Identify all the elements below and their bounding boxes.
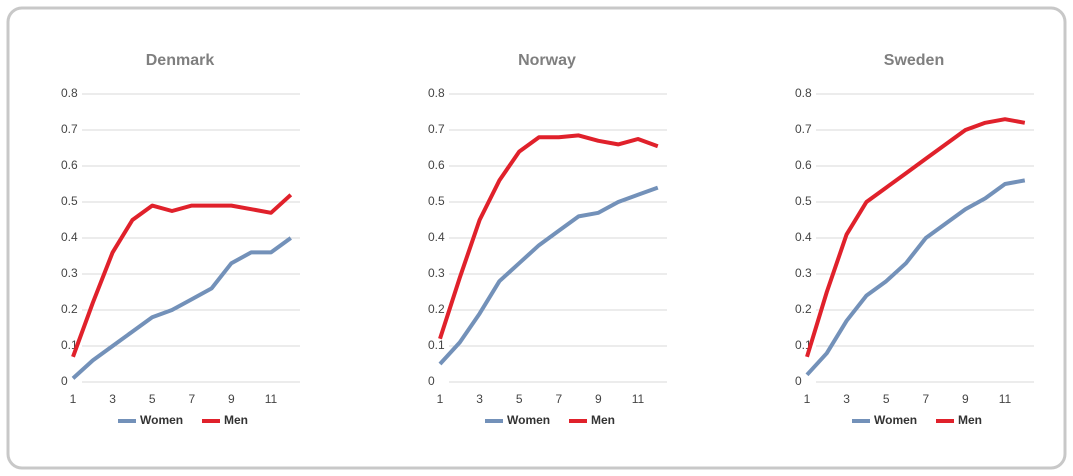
y-tick-label: 0.3 — [61, 266, 78, 280]
y-tick-label: 0.4 — [61, 230, 78, 244]
y-tick-label: 0.4 — [428, 230, 445, 244]
data-line — [71, 236, 292, 380]
y-tick-label: 0 — [795, 374, 802, 388]
y-tick-label: 0.2 — [428, 302, 445, 316]
y-tick-label: 0.8 — [61, 86, 78, 100]
legend-label: Men — [224, 413, 248, 427]
legend-label: Women — [874, 413, 917, 427]
legend-label: Women — [507, 413, 550, 427]
x-tick-label: 3 — [843, 392, 850, 406]
y-tick-label: 0.6 — [795, 158, 812, 172]
x-tick-label: 1 — [804, 392, 811, 406]
y-tick-label: 0.8 — [428, 86, 445, 100]
chart-title: Sweden — [884, 52, 944, 69]
x-tick-label: 5 — [883, 392, 890, 406]
y-tick-label: 0.1 — [61, 338, 78, 352]
legend-label: Men — [591, 413, 615, 427]
y-tick-label: 0.2 — [795, 302, 812, 316]
y-tick-label: 0.4 — [795, 230, 812, 244]
legend-label: Women — [140, 413, 183, 427]
x-tick-label: 9 — [962, 392, 969, 406]
x-tick-label: 9 — [595, 392, 602, 406]
y-tick-label: 0.3 — [428, 266, 445, 280]
y-tick-label: 0.1 — [428, 338, 445, 352]
x-tick-label: 11 — [999, 392, 1012, 406]
data-line — [438, 185, 659, 366]
y-tick-label: 0.7 — [795, 122, 812, 136]
chart-title: Denmark — [146, 52, 215, 69]
x-tick-label: 5 — [149, 392, 156, 406]
y-tick-label: 0.2 — [61, 302, 78, 316]
y-tick-label: 0.7 — [428, 122, 445, 136]
x-tick-label: 3 — [109, 392, 116, 406]
data-line — [805, 178, 1026, 377]
y-tick-label: 0.7 — [61, 122, 78, 136]
x-tick-label: 7 — [188, 392, 195, 406]
x-tick-label: 3 — [476, 392, 483, 406]
y-tick-label: 0.6 — [61, 158, 78, 172]
x-tick-label: 11 — [265, 392, 278, 406]
data-line — [71, 193, 293, 358]
y-tick-label: 0.5 — [795, 194, 812, 208]
y-tick-label: 0 — [61, 374, 68, 388]
x-tick-label: 7 — [922, 392, 929, 406]
y-tick-label: 0.5 — [428, 194, 445, 208]
data-line — [438, 133, 659, 340]
chart-title: Norway — [518, 52, 576, 69]
y-tick-label: 0.6 — [428, 158, 445, 172]
y-tick-label: 0.3 — [795, 266, 812, 280]
x-tick-label: 9 — [228, 392, 235, 406]
legend-label: Men — [958, 413, 982, 427]
x-tick-label: 1 — [70, 392, 77, 406]
x-tick-label: 1 — [437, 392, 444, 406]
y-tick-label: 0.5 — [61, 194, 78, 208]
data-line — [805, 117, 1026, 358]
x-tick-label: 7 — [555, 392, 562, 406]
y-tick-label: 0.8 — [795, 86, 812, 100]
y-tick-label: 0 — [428, 374, 435, 388]
x-tick-label: 5 — [516, 392, 523, 406]
x-tick-label: 11 — [632, 392, 645, 406]
